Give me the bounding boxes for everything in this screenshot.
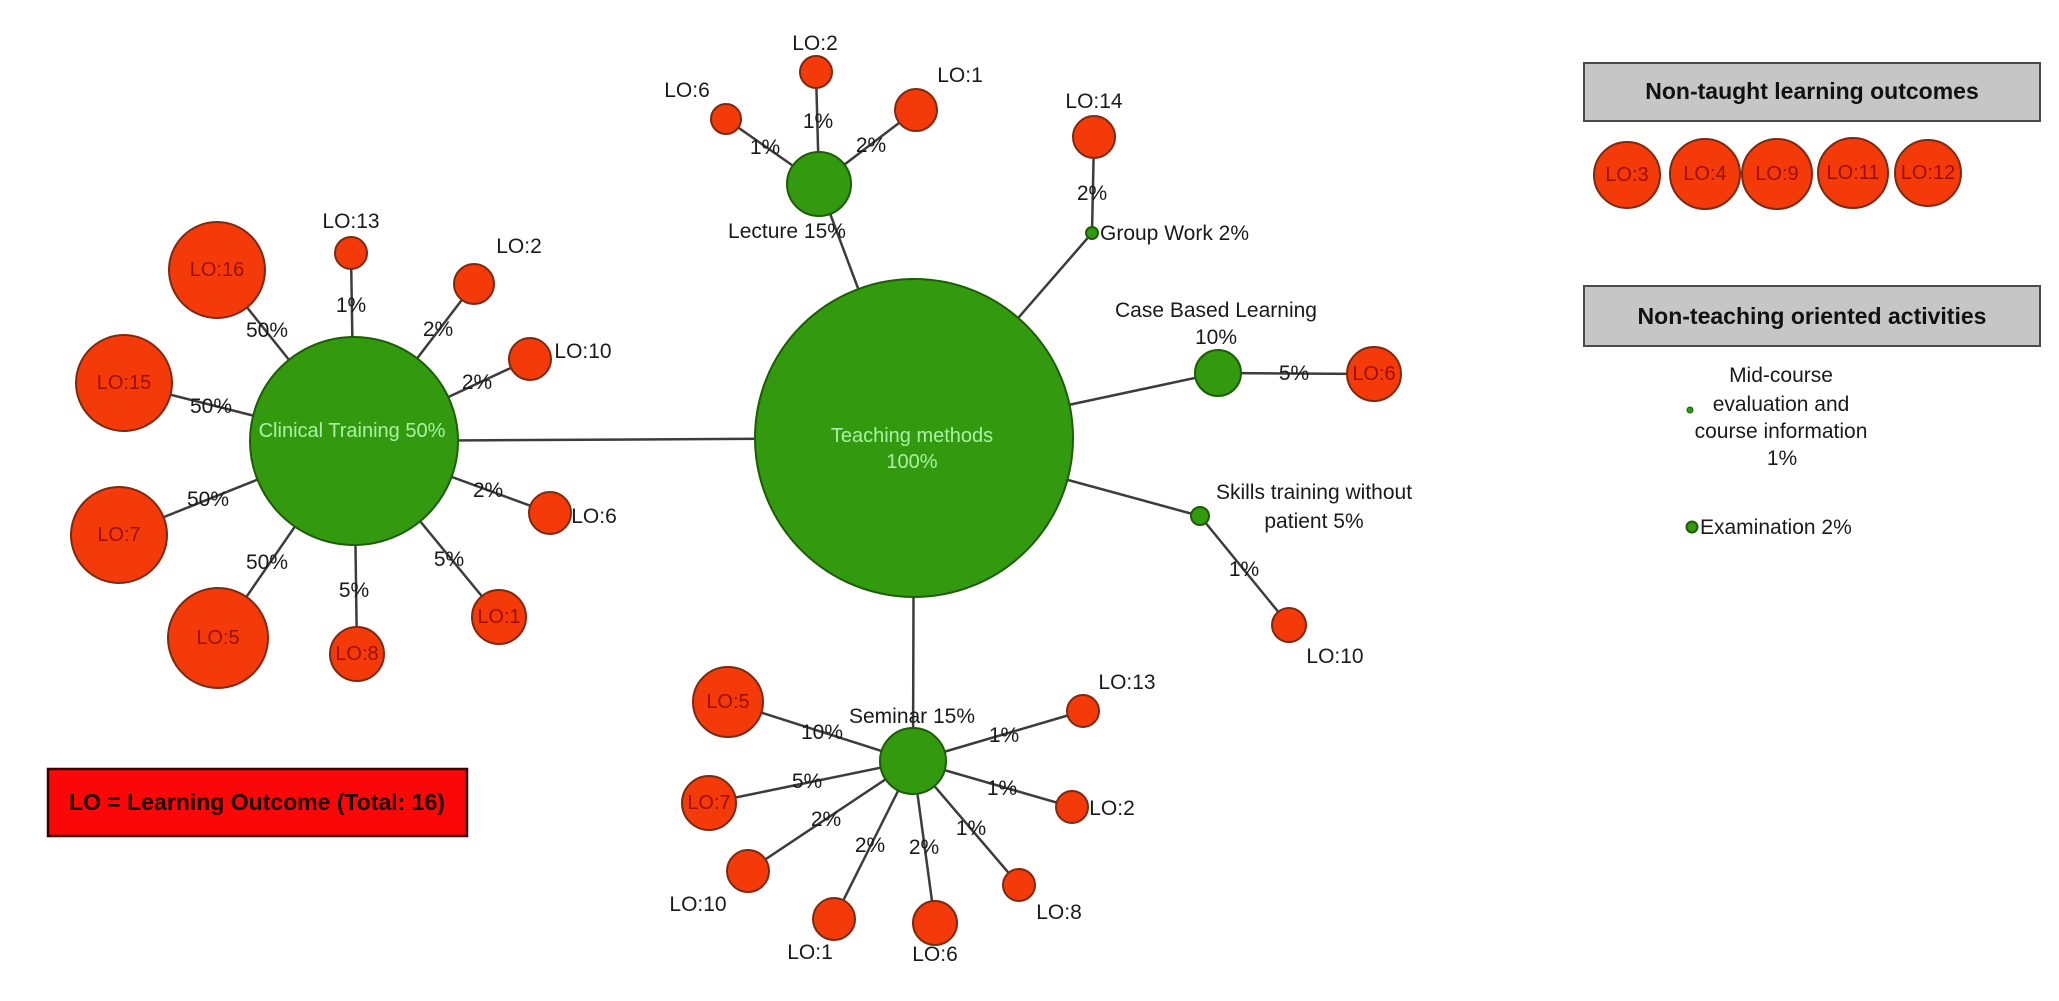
svg-text:50%: 50%: [246, 551, 288, 574]
svg-text:Lecture 15%: Lecture 15%: [728, 220, 846, 243]
svg-text:5%: 5%: [339, 579, 369, 602]
svg-text:LO:13: LO:13: [322, 210, 379, 233]
svg-text:LO:5: LO:5: [196, 627, 239, 649]
svg-text:2%: 2%: [462, 371, 492, 394]
svg-text:LO:8: LO:8: [1036, 901, 1082, 924]
svg-text:evaluation and: evaluation and: [1713, 393, 1850, 416]
svg-text:5%: 5%: [434, 548, 464, 571]
svg-text:LO:1: LO:1: [787, 941, 833, 964]
svg-text:LO:2: LO:2: [496, 235, 542, 258]
svg-text:2%: 2%: [856, 134, 886, 157]
svg-text:LO:10: LO:10: [1306, 645, 1363, 668]
svg-text:Mid-course: Mid-course: [1729, 364, 1833, 387]
svg-text:10%: 10%: [1195, 326, 1237, 349]
svg-text:50%: 50%: [190, 395, 232, 418]
svg-text:LO:10: LO:10: [554, 340, 611, 363]
svg-text:LO:6: LO:6: [912, 943, 958, 966]
svg-text:Skills training without: Skills training without: [1216, 481, 1412, 504]
svg-text:2%: 2%: [909, 836, 939, 859]
svg-text:2%: 2%: [1077, 182, 1107, 205]
svg-text:LO:6: LO:6: [1352, 363, 1395, 385]
svg-text:course information: course information: [1695, 420, 1868, 443]
svg-text:LO:11: LO:11: [1827, 162, 1880, 184]
svg-text:Case Based Learning: Case Based Learning: [1115, 299, 1317, 322]
svg-text:LO:2: LO:2: [1089, 797, 1135, 820]
svg-text:1%: 1%: [1767, 447, 1797, 470]
svg-text:LO:5: LO:5: [706, 691, 749, 713]
svg-text:Teaching methods: Teaching methods: [831, 425, 993, 447]
svg-text:LO:13: LO:13: [1098, 671, 1155, 694]
svg-text:1%: 1%: [803, 110, 833, 133]
svg-text:LO:3: LO:3: [1605, 164, 1648, 186]
svg-text:LO:8: LO:8: [335, 643, 378, 665]
svg-text:2%: 2%: [855, 834, 885, 857]
svg-text:Seminar 15%: Seminar 15%: [849, 705, 975, 728]
svg-text:50%: 50%: [246, 319, 288, 342]
svg-text:10%: 10%: [801, 721, 843, 744]
svg-text:Group Work 2%: Group Work 2%: [1100, 222, 1249, 245]
svg-text:LO = Learning Outcome (Total:: LO = Learning Outcome (Total: 16): [69, 789, 445, 815]
svg-text:Non-taught learning outcomes: Non-taught learning outcomes: [1645, 78, 1979, 104]
svg-text:1%: 1%: [750, 136, 780, 159]
svg-text:2%: 2%: [423, 318, 453, 341]
svg-text:LO:1: LO:1: [937, 64, 983, 87]
svg-text:LO:14: LO:14: [1065, 90, 1123, 113]
svg-text:LO:7: LO:7: [97, 524, 140, 546]
svg-text:1%: 1%: [336, 294, 366, 317]
svg-text:LO:12: LO:12: [1901, 162, 1955, 184]
svg-text:LO:15: LO:15: [97, 372, 151, 394]
svg-text:LO:1: LO:1: [477, 606, 520, 628]
svg-text:LO:10: LO:10: [669, 893, 726, 916]
svg-text:LO:6: LO:6: [571, 505, 617, 528]
svg-text:LO:4: LO:4: [1683, 163, 1726, 185]
svg-text:1%: 1%: [987, 777, 1017, 800]
svg-text:LO:9: LO:9: [1755, 163, 1798, 185]
svg-text:1%: 1%: [1229, 558, 1259, 581]
svg-text:5%: 5%: [1279, 362, 1309, 385]
svg-text:5%: 5%: [792, 770, 822, 793]
svg-text:patient 5%: patient 5%: [1264, 510, 1363, 533]
svg-text:LO:6: LO:6: [664, 79, 710, 102]
svg-text:Non-teaching oriented activiti: Non-teaching oriented activities: [1638, 303, 1987, 329]
svg-text:LO:2: LO:2: [792, 32, 838, 55]
svg-text:1%: 1%: [956, 817, 986, 840]
svg-text:2%: 2%: [473, 479, 503, 502]
svg-text:100%: 100%: [886, 451, 937, 473]
svg-text:50%: 50%: [187, 488, 229, 511]
svg-text:LO:16: LO:16: [190, 259, 244, 281]
svg-text:Examination 2%: Examination 2%: [1700, 516, 1852, 539]
svg-text:1%: 1%: [989, 724, 1019, 747]
svg-text:Clinical Training 50%: Clinical Training 50%: [259, 420, 446, 442]
svg-text:2%: 2%: [811, 808, 841, 831]
svg-text:LO:7: LO:7: [687, 792, 730, 814]
